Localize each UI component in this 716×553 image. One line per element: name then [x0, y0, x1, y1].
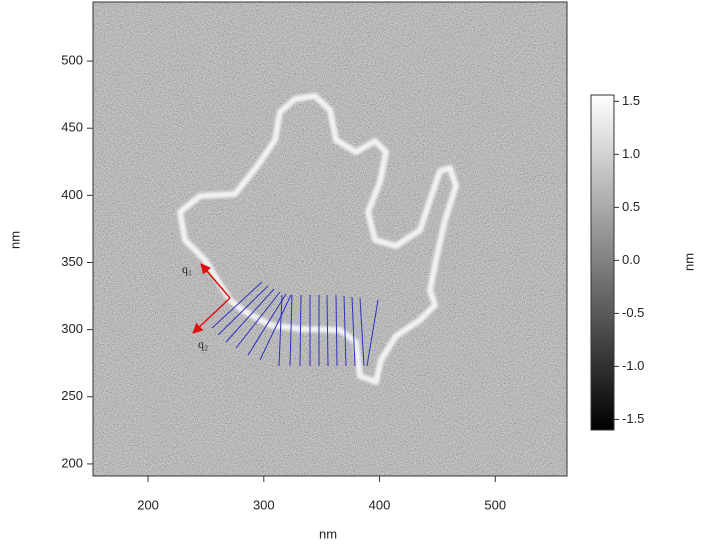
vectors: [192, 263, 231, 334]
y-tick-label: 350: [61, 254, 83, 269]
afm-image: [93, 2, 567, 476]
x-tick-label: 500: [484, 497, 506, 512]
y-tick-label: 300: [61, 321, 83, 336]
colorbar-tick-label: -0.5: [622, 305, 644, 320]
x-axis-label: nm: [319, 526, 337, 541]
colorbar: [590, 94, 615, 431]
y-tick-label: 200: [61, 455, 83, 470]
y-tick-label: 500: [61, 53, 83, 68]
colorbar-tick-label: 1.5: [622, 93, 640, 108]
annotation: q₁: [182, 262, 192, 276]
colorbar-tick-label: 0.0: [622, 252, 640, 267]
x-tick-label: 400: [369, 497, 391, 512]
colorbar-tick-label: -1.5: [622, 411, 644, 426]
x-tick-label: 300: [253, 497, 275, 512]
dna-loop: [177, 93, 459, 385]
y-tick-label: 400: [61, 187, 83, 202]
y-tick-label: 450: [61, 120, 83, 135]
x-tick-label: 200: [137, 497, 159, 512]
colorbar-label: nm: [681, 253, 696, 271]
colorbar-tick-label: -1.0: [622, 358, 644, 373]
colorbar-tick-label: 0.5: [622, 199, 640, 214]
annotation: q₂: [198, 337, 208, 351]
profile-lines: [211, 281, 379, 367]
colorbar-tick-label: 1.0: [622, 146, 640, 161]
plot-frame: [92, 1, 568, 477]
y-tick-label: 250: [61, 388, 83, 403]
y-axis-label: nm: [7, 231, 22, 249]
